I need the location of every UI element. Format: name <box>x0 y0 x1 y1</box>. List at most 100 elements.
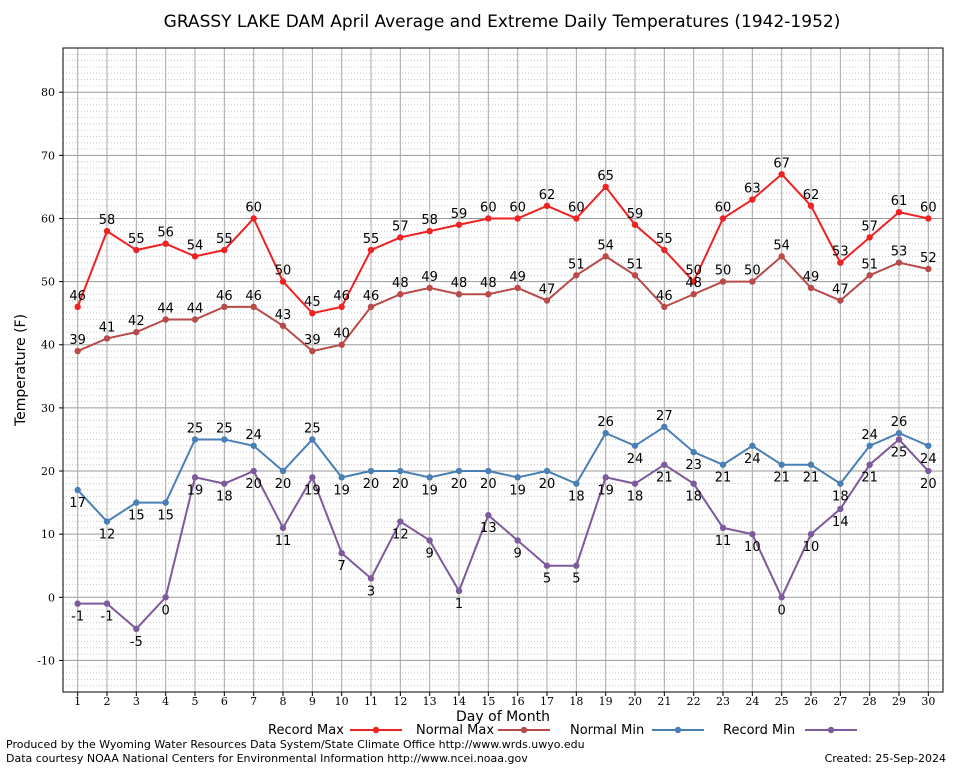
record-max-data-label: 50 <box>275 264 292 279</box>
x-tick-label: 7 <box>250 695 257 708</box>
normal-max-point <box>631 272 639 279</box>
record-min-data-label: 19 <box>304 483 321 498</box>
normal-max-data-label: 46 <box>245 289 262 304</box>
record-max-data-label: 54 <box>187 238 204 253</box>
record-max-point <box>191 253 199 260</box>
record-max-data-label: 55 <box>216 232 233 247</box>
record-max-data-label: 55 <box>656 232 673 247</box>
normal-min-data-label: 21 <box>803 471 820 486</box>
record-min-point <box>690 480 697 487</box>
x-tick-label: 8 <box>280 695 287 708</box>
normal-min-data-label: 18 <box>568 490 585 505</box>
record-min-point <box>719 524 727 532</box>
record-min-data-label: 0 <box>162 603 170 618</box>
record-min-data-label: 1 <box>455 597 463 612</box>
record-max-data-label: 57 <box>861 219 878 234</box>
normal-max-point <box>925 265 932 273</box>
record-max-data-label: 62 <box>803 188 820 203</box>
record-min-data-label: 20 <box>245 477 262 492</box>
record-max-data-label: 50 <box>685 264 702 279</box>
normal-min-point <box>485 467 492 475</box>
record-min-point <box>837 505 844 513</box>
normal-max-data-label: 47 <box>832 283 849 298</box>
normal-max-data-label: 54 <box>773 238 790 253</box>
record-min-point <box>162 594 169 601</box>
record-min-data-label: 13 <box>480 521 497 536</box>
normal-min-data-label: 23 <box>685 458 702 473</box>
x-tick-label: 24 <box>745 695 759 708</box>
normal-max-point <box>309 347 316 355</box>
normal-max-data-label: 49 <box>421 270 438 285</box>
normal-min-data-label: 20 <box>363 477 380 492</box>
record-min-point <box>778 594 785 601</box>
x-tick-label: 2 <box>104 695 111 708</box>
normal-max-point <box>661 303 668 311</box>
record-max-point <box>690 278 697 285</box>
normal-max-data-label: 39 <box>304 333 321 348</box>
record-max-point <box>543 202 551 210</box>
record-min-data-label: -1 <box>71 610 84 625</box>
record-max-data-label: 58 <box>421 213 438 228</box>
record-max-point <box>103 227 111 235</box>
y-tick-label: 0 <box>48 591 55 604</box>
y-tick-label: 40 <box>41 339 55 352</box>
record-max-point <box>514 215 521 222</box>
record-min-data-label: 20 <box>920 477 937 492</box>
normal-min-data-label: 20 <box>392 477 409 492</box>
normal-min-point <box>573 480 580 487</box>
normal-max-data-label: 43 <box>275 308 292 323</box>
record-min-point <box>925 467 932 475</box>
normal-min-point <box>455 467 463 475</box>
record-max-line <box>76 172 929 315</box>
x-tick-label: 28 <box>863 695 877 708</box>
normal-max-data-label: 48 <box>392 276 409 291</box>
record-max-point <box>719 215 727 222</box>
record-min-data-label: -1 <box>101 610 114 625</box>
x-tick-label: 5 <box>192 695 199 708</box>
record-min-point <box>485 512 492 519</box>
record-max-data-label: 60 <box>509 200 526 215</box>
record-min-point <box>397 518 404 525</box>
normal-max-point <box>514 284 521 292</box>
record-min-data-label: 7 <box>338 559 346 574</box>
normal-max-point <box>103 335 111 342</box>
record-min-point <box>895 436 903 443</box>
record-max-data-label: 60 <box>715 200 732 215</box>
normal-min-data-label: 24 <box>861 428 878 443</box>
normal-max-data-label: 50 <box>744 264 761 279</box>
normal-min-data-label: 25 <box>216 421 233 436</box>
normal-min-data-label: 18 <box>832 490 849 505</box>
series-layer <box>74 171 932 633</box>
normal-min-data-label: 17 <box>69 496 86 511</box>
record-max-data-label: 53 <box>832 245 849 260</box>
x-tick-label: 12 <box>393 695 407 708</box>
record-max-data-label: 58 <box>99 213 116 228</box>
record-min-point <box>250 467 257 475</box>
normal-max-point <box>74 347 81 355</box>
normal-min-data-label: 27 <box>656 409 673 424</box>
record-min-data-label: 10 <box>803 540 820 555</box>
normal-max-point <box>426 284 433 292</box>
x-tick-label: 3 <box>133 695 140 708</box>
record-min-data-label: 18 <box>216 490 233 505</box>
record-min-data-label: 12 <box>392 528 409 543</box>
plot-frame <box>62 47 944 693</box>
record-max-data-label: 59 <box>451 207 468 222</box>
legend-label-record-min: Record Min <box>723 723 795 738</box>
normal-max-data-label: 44 <box>157 301 174 316</box>
normal-max-point <box>895 259 903 266</box>
record-max-data-label: 61 <box>891 194 908 209</box>
normal-min-point <box>74 486 81 494</box>
record-max-point <box>866 234 873 241</box>
record-min-data-label: 18 <box>627 490 644 505</box>
legend-label-normal-min: Normal Min <box>570 723 644 738</box>
normal-max-point <box>250 303 257 311</box>
record-max-point <box>367 246 375 254</box>
record-min-data-label: 21 <box>656 471 673 486</box>
normal-min-point <box>895 429 903 437</box>
record-min-data-label: 14 <box>832 515 849 530</box>
normal-min-point <box>837 480 844 487</box>
normal-max-data-label: 44 <box>187 301 204 316</box>
x-tick-label: 16 <box>511 695 525 708</box>
